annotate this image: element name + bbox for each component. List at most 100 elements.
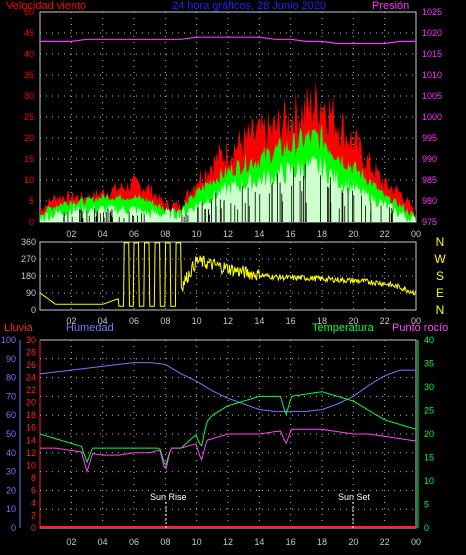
- pressure-y-tick: 990: [422, 154, 437, 164]
- wind-x-tick: 18: [317, 229, 327, 239]
- humidity-label: Humedad: [66, 322, 114, 334]
- direction-y-tick: 270: [21, 254, 36, 264]
- wind-x-tick: 06: [129, 229, 139, 239]
- humidity-tick: 20: [6, 485, 16, 495]
- wind-x-tick: 02: [66, 229, 76, 239]
- wind-y-tick: 20: [24, 133, 34, 143]
- direction-x-tick: 04: [98, 316, 108, 326]
- direction-series: [39, 242, 417, 307]
- temperature-line: [39, 391, 417, 466]
- pressure-y-tick: 1010: [422, 70, 442, 80]
- direction-y-ticks: 360 270 180 90 0: [21, 237, 36, 315]
- direction-x-tick: 02: [66, 316, 76, 326]
- humidity-tick: 80: [6, 373, 16, 383]
- wind-x-tick: 20: [348, 229, 358, 239]
- direction-y-tick: 360: [21, 237, 36, 247]
- wind-y-right-ticks: 975 980 985 990 995 1000 1005 1010 1015 1020 1025: [422, 7, 442, 227]
- rain-tick: 20: [26, 398, 36, 408]
- humidity-tick: 10: [6, 504, 16, 514]
- humidity-ticks: 0 10 20 30 40 50 60 70 80 90 100: [1, 335, 16, 533]
- pressure-y-tick: 1015: [422, 49, 442, 59]
- direction-y-tick: 0: [31, 305, 36, 315]
- wind-y-tick: 30: [24, 91, 34, 101]
- rain-label: Lluvia: [4, 322, 34, 334]
- wind-y-tick: 10: [24, 175, 34, 185]
- direction-x-tick: 12: [223, 316, 233, 326]
- direction-x-tick: 16: [286, 316, 296, 326]
- pressure-y-tick: 1020: [422, 28, 442, 38]
- weather-x-tick: 08: [160, 537, 170, 547]
- temperature-tick: 20: [424, 429, 434, 439]
- wind-right-label: Presión: [372, 0, 409, 12]
- rain-tick: 6: [31, 485, 36, 495]
- temperature-tick: 0: [424, 523, 429, 533]
- weather-x-tick: 12: [223, 537, 233, 547]
- wind-series: [40, 36, 416, 222]
- weather-grid: [40, 340, 416, 528]
- weather-x-tick: 14: [254, 537, 264, 547]
- direction-x-tick: 06: [129, 316, 139, 326]
- direction-x-tick: 10: [192, 316, 202, 326]
- wind-x-tick: 04: [98, 229, 108, 239]
- rain-tick: 26: [26, 360, 36, 370]
- pressure-y-tick: 985: [422, 175, 437, 185]
- weather-x-tick: 10: [192, 537, 202, 547]
- wind-x-ticks: 02 04 06 08 10 12 14 16 18 20 22 00: [66, 229, 421, 239]
- sunrise-label: Sun Rise: [150, 492, 187, 502]
- pressure-y-tick: 1005: [422, 91, 442, 101]
- rain-tick: 22: [26, 385, 36, 395]
- temperature-tick: 40: [424, 335, 434, 345]
- temperature-tick: 35: [424, 359, 434, 369]
- rain-tick: 14: [26, 435, 36, 445]
- wind-y-left-ticks: 0 5 10 15 20 25 30 35 40 45 50: [24, 7, 34, 227]
- pressure-line: [40, 36, 416, 45]
- rain-tick: 18: [26, 410, 36, 420]
- weather-x-tick: 06: [129, 537, 139, 547]
- wind-x-tick: 00: [411, 229, 421, 239]
- wind-x-tick: 22: [380, 229, 390, 239]
- pressure-y-tick: 980: [422, 196, 437, 206]
- rain-tick: 28: [26, 348, 36, 358]
- humidity-tick: 70: [6, 391, 16, 401]
- compass-label: N: [436, 235, 445, 249]
- wind-y-tick: 50: [24, 7, 34, 17]
- dewpoint-line: [40, 428, 417, 474]
- weather-x-tick: 18: [317, 537, 327, 547]
- direction-x-tick: 00: [411, 316, 421, 326]
- pressure-y-tick: 995: [422, 133, 437, 143]
- humidity-tick: 90: [6, 354, 16, 364]
- weather-x-tick: 22: [380, 537, 390, 547]
- rain-tick: 10: [26, 460, 36, 470]
- sunset-label: Sun Set: [338, 492, 371, 502]
- rain-tick: 4: [31, 498, 36, 508]
- wind-x-tick: 10: [192, 229, 202, 239]
- weather-x-tick: 00: [411, 537, 421, 547]
- temperature-tick: 15: [424, 453, 434, 463]
- rain-tick: 24: [26, 373, 36, 383]
- direction-grid: [40, 242, 416, 310]
- direction-line: [39, 242, 417, 307]
- humidity-tick: 30: [6, 467, 16, 477]
- rain-tick: 12: [26, 448, 36, 458]
- direction-x-tick: 14: [254, 316, 264, 326]
- wind-x-tick: 14: [254, 229, 264, 239]
- wind-y-tick: 35: [24, 70, 34, 80]
- humidity-tick: 0: [11, 523, 16, 533]
- compass-label: N: [436, 303, 445, 317]
- humidity-tick: 40: [6, 448, 16, 458]
- weather-x-tick: 20: [348, 537, 358, 547]
- temperature-ticks: 0 5 10 15 20 25 30 35 40: [424, 335, 434, 533]
- temperature-tick: 10: [424, 476, 434, 486]
- compass-label: S: [436, 269, 444, 283]
- direction-x-tick: 20: [348, 316, 358, 326]
- wind-x-tick: 16: [286, 229, 296, 239]
- temperature-tick: 5: [424, 500, 429, 510]
- wind-y-tick: 25: [24, 112, 34, 122]
- humidity-tick: 60: [6, 410, 16, 420]
- weather-x-tick: 16: [286, 537, 296, 547]
- direction-y-tick: 180: [21, 271, 36, 281]
- direction-x-tick: 22: [380, 316, 390, 326]
